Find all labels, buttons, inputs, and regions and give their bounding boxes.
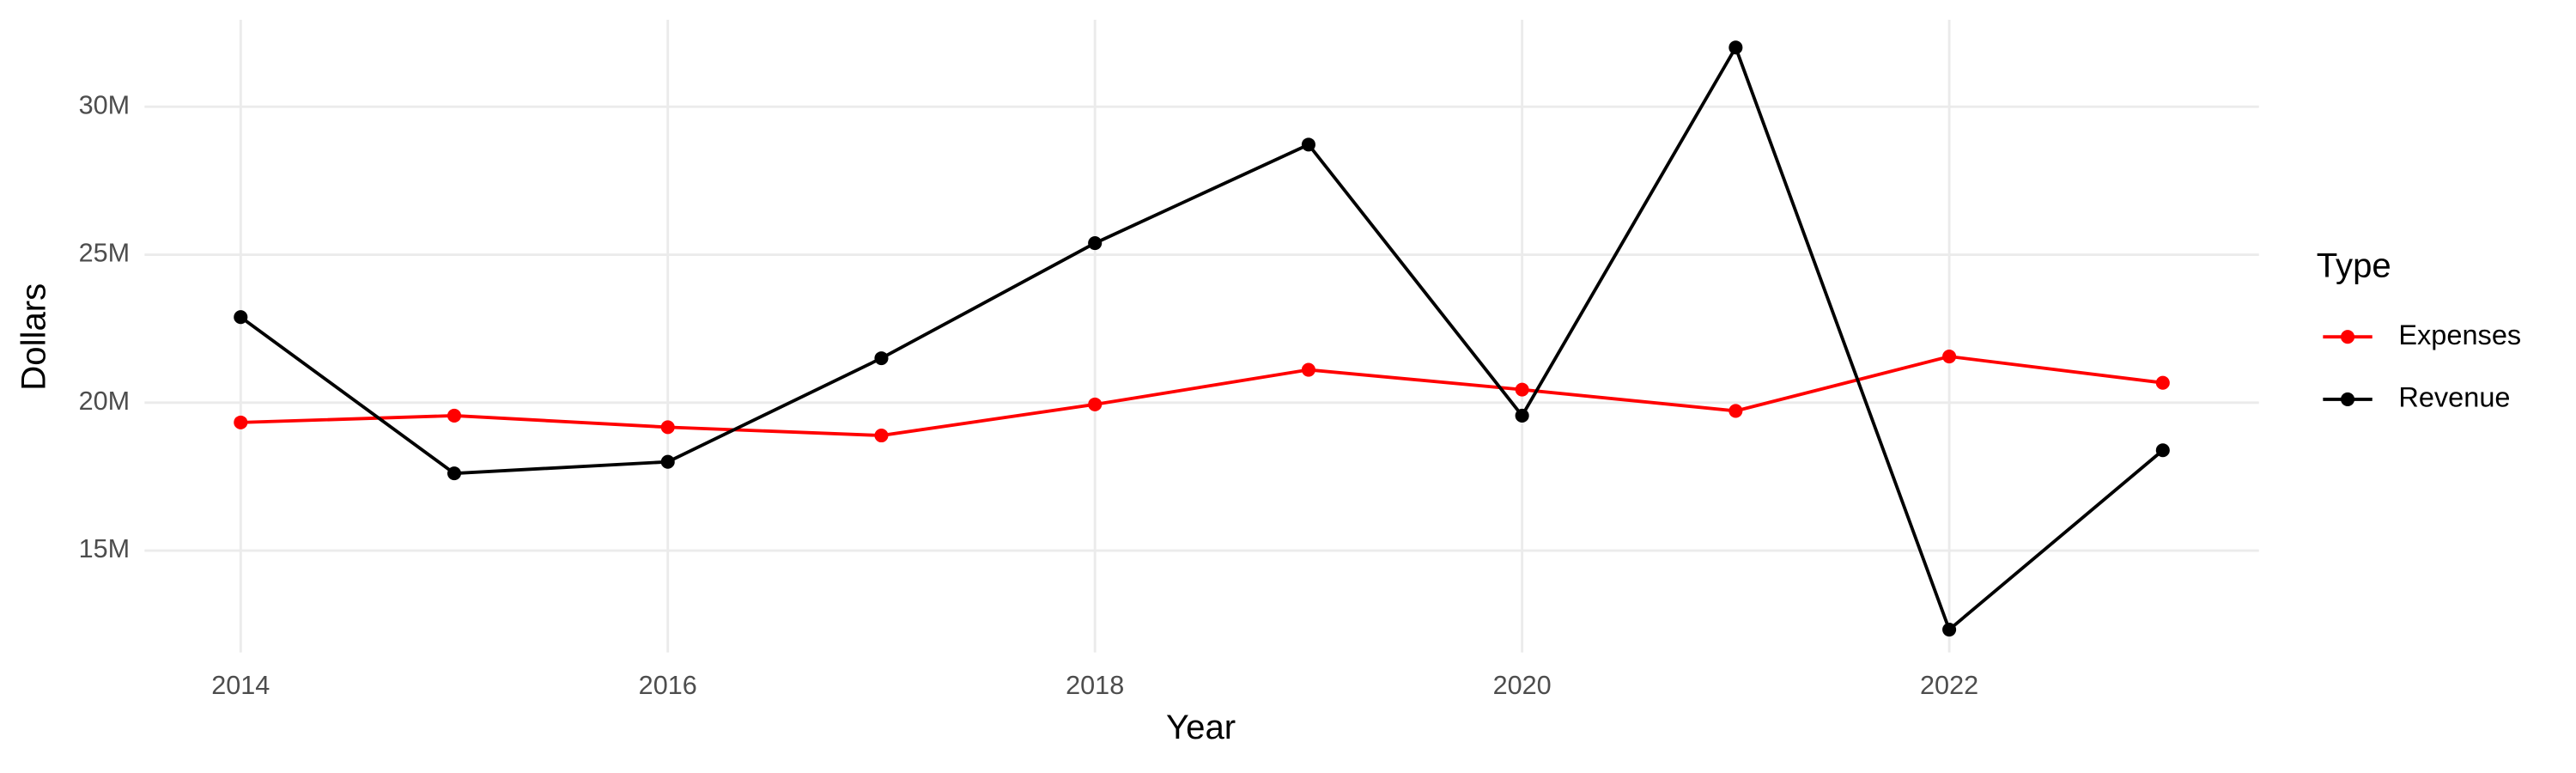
data-point (447, 408, 462, 423)
data-point (660, 454, 675, 469)
x-tick-label: 2016 (639, 671, 697, 700)
data-point (1515, 408, 1529, 423)
y-tick-label: 25M (79, 239, 131, 268)
data-point (1942, 349, 1957, 364)
data-point (2155, 375, 2170, 390)
data-point (1301, 362, 1315, 377)
legend-label: Expenses (2398, 320, 2521, 350)
legend-title: Type (2317, 246, 2391, 284)
data-point (234, 310, 248, 325)
data-point (1088, 397, 1103, 411)
data-point (1942, 623, 1957, 637)
data-point (2155, 443, 2170, 458)
data-point (234, 415, 248, 429)
data-point (874, 428, 889, 443)
data-point (1088, 236, 1103, 251)
legend-swatch (2341, 330, 2355, 344)
legend-label: Revenue (2398, 382, 2510, 413)
data-point (1515, 382, 1529, 397)
data-point (1728, 40, 1743, 55)
y-tick-label: 30M (79, 90, 131, 119)
data-point (660, 420, 675, 435)
y-tick-label: 20M (79, 386, 131, 416)
series-line (240, 355, 2164, 437)
x-axis-title: Year (1166, 708, 1236, 746)
data-point (447, 466, 462, 481)
series-line (240, 43, 2165, 633)
data-point (1728, 404, 1743, 418)
data-point (1301, 137, 1315, 152)
legend-swatch (2341, 392, 2355, 406)
y-tick-label: 15M (79, 534, 131, 563)
x-tick-label: 2020 (1493, 671, 1552, 700)
x-tick-label: 2018 (1066, 671, 1124, 700)
x-tick-label: 2022 (1920, 671, 1978, 700)
x-tick-label: 2014 (211, 671, 270, 700)
data-point (874, 351, 889, 366)
y-axis-title: Dollars (15, 283, 53, 391)
